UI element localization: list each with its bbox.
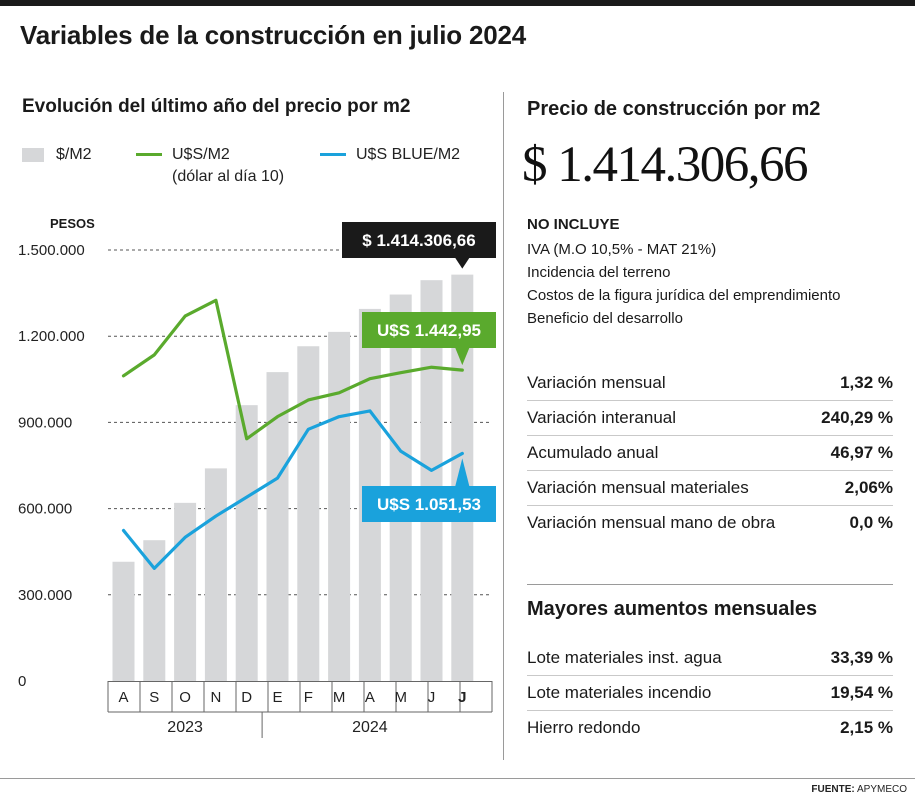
blue-callout-label: U$S 1.051,53 [377,495,481,514]
usd-callout-pointer [455,348,470,366]
top-rule [0,0,915,6]
mayores-row: Lote materiales inst. agua 33,39 % [527,641,893,676]
no-incluye-item: Incidencia del terreno [527,264,671,281]
price-chart: PESOS 0 300.000 600.000 900.000 1.200.000 1.50… [18,216,496,738]
y-tick-label: 1.200.000 [18,328,85,345]
source-credit: FUENTE: APYMECO [811,784,907,795]
year-label: 2023 [167,719,203,736]
bar [174,502,197,681]
source-value: APYMECO [856,784,907,795]
x-tick-label: D [241,689,252,706]
mayores-title: Mayores aumentos mensuales [527,598,818,620]
bar [266,372,289,681]
usd-callout-box [362,312,496,348]
bar [328,331,351,681]
x-tick-label: F [304,689,313,706]
stat-value: 240,29 % [821,408,893,427]
legend-label-bar: $/M2 [56,146,92,163]
mayores-row: Lote materiales incendio 19,54 % [527,676,893,711]
stat-value: 46,97 % [830,443,893,462]
mayores-row: Hierro redondo 2,15 % [527,711,893,745]
stat-row: Variación interanual 240,29 % [527,401,893,436]
y-tick-label: 300.000 [18,587,72,604]
source-label: FUENTE: [811,784,855,795]
blue-line [121,409,464,570]
x-tick-label: S [149,689,159,706]
mayores-value: 2,15 % [840,718,893,737]
y-axis-title: PESOS [50,216,95,231]
y-tick-label: 600.000 [18,501,72,518]
price-value: $ 1.414.306,66 [522,137,809,193]
stat-label: Variación mensual materiales [527,478,749,497]
stat-value: 0,0 % [849,513,893,532]
x-tick-label: J [428,689,436,706]
stat-label: Acumulado anual [527,443,659,462]
x-tick-label: M [333,689,346,706]
blue-callout-pointer [455,458,470,486]
stats-table: Variación mensual 1,32 % Variación intera… [527,366,893,540]
y-tick-label: 1.500.000 [18,242,85,259]
year-label: 2024 [352,719,388,736]
legend-swatch-bar [22,147,44,162]
no-incluye-item: Beneficio del desarrollo [527,310,683,327]
stat-label: Variación mensual mano de obra [527,513,776,532]
footer-rule [0,778,915,779]
stat-row: Acumulado anual 46,97 % [527,436,893,471]
legend-swatch-blue [320,153,346,157]
blue-callout-box [362,486,496,522]
y-tick-label: 900.000 [18,414,72,431]
section-divider [527,584,893,585]
legend-item-bar: $/M2 [22,146,92,164]
no-incluye-list: IVA (M.O 10,5% - MAT 21%) Incidencia del… [527,238,841,330]
x-tick-label: A [365,689,375,706]
x-tick-label: J [458,689,466,706]
stat-value: 2,06% [844,478,893,497]
bar [143,540,166,681]
mayores-value: 33,39 % [830,648,893,667]
usd-line [121,298,464,441]
stat-row: Variación mensual materiales 2,06% [527,471,893,506]
legend-label-usd: U$S/M2 [172,146,230,163]
x-tick-label: E [272,689,282,706]
column-divider [503,92,504,760]
legend-item-blue: U$S BLUE/M2 [320,146,460,164]
mayores-label: Lote materiales incendio [527,683,712,702]
stat-label: Variación interanual [527,408,676,427]
no-incluye-item: Costos de la figura jurídica del emprend… [527,287,841,304]
x-tick-label: M [394,689,407,706]
stat-value: 1,32 % [840,373,893,392]
bar [420,280,443,681]
legend-label-blue: U$S BLUE/M2 [356,146,461,163]
stat-row: Variación mensual mano de obra 0,0 % [527,506,893,540]
page-title: Variables de la construcción en julio 20… [20,20,527,50]
no-incluye-title: NO INCLUYE [527,216,620,233]
mayores-label: Lote materiales inst. agua [527,648,722,667]
mayores-value: 19,54 % [830,683,893,702]
bar [112,561,135,681]
x-tick-label: N [210,689,221,706]
stat-label: Variación mensual [527,373,666,392]
bar [297,346,320,681]
bar [204,468,227,681]
y-tick-label: 0 [18,673,26,690]
legend-usd-note: (dólar al día 10) [172,168,285,185]
usd-callout-label: U$S 1.442,95 [377,321,481,340]
x-tick-label: A [118,689,128,706]
x-tick-label: O [179,689,191,706]
chart-subtitle: Evolución del último año del precio por … [22,96,411,117]
bar [235,405,258,681]
stat-row: Variación mensual 1,32 % [527,366,893,401]
bar-callout-label: $ 1.414.306,66 [362,231,475,250]
legend-swatch-usd [136,153,162,157]
mayores-table: Lote materiales inst. agua 33,39 % Lote m… [527,641,893,745]
price-subtitle: Precio de construcción por m2 [527,98,821,120]
mayores-label: Hierro redondo [527,718,641,737]
bar-callout-pointer [455,258,470,269]
bar-callout-box [342,222,496,258]
no-incluye-item: IVA (M.O 10,5% - MAT 21%) [527,241,717,258]
legend-item-usd: U$S/M2 [136,146,230,164]
